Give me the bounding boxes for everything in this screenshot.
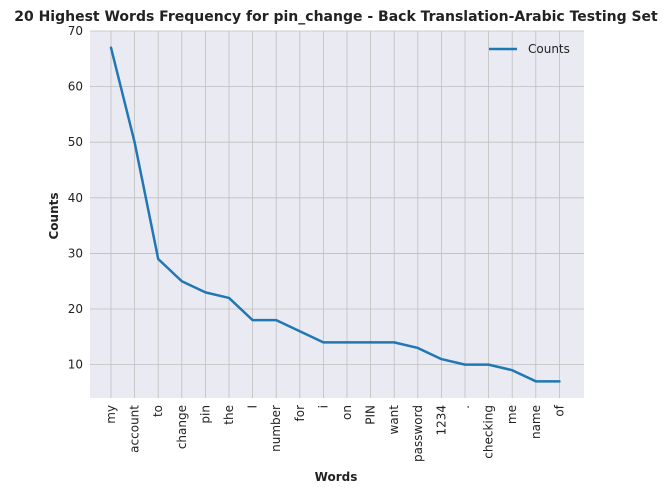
y-axis-label: Counts bbox=[47, 192, 61, 239]
x-axis-label: Words bbox=[315, 470, 358, 484]
x-tick-label: number bbox=[269, 405, 283, 452]
chart-title: 20 Highest Words Frequency for pin_chang… bbox=[14, 9, 658, 25]
x-tick-label: checking bbox=[482, 405, 496, 459]
x-tick-label: 1234 bbox=[434, 405, 448, 436]
y-tick-label: 70 bbox=[68, 24, 83, 38]
x-tick-label: PIN bbox=[364, 405, 378, 425]
x-tick-label: for bbox=[293, 405, 307, 422]
x-tick-label: change bbox=[175, 405, 189, 449]
x-tick-label: password bbox=[411, 405, 425, 462]
y-tick-label: 50 bbox=[68, 135, 83, 149]
series-layer bbox=[109, 46, 561, 383]
x-tick-label: the bbox=[222, 405, 236, 425]
y-tick-label: 60 bbox=[68, 80, 83, 94]
x-tick-label: me bbox=[505, 405, 519, 424]
y-axis-ticks: 10 20 30 40 50 60 70 bbox=[68, 24, 83, 372]
x-tick-label: name bbox=[529, 405, 543, 439]
x-tick-label: account bbox=[128, 405, 142, 453]
x-tick-label: pin bbox=[198, 405, 212, 424]
y-tick-label: 40 bbox=[68, 191, 83, 205]
grid-lines bbox=[90, 30, 584, 398]
y-tick-label: 30 bbox=[68, 246, 83, 260]
plot-background bbox=[90, 31, 584, 398]
y-tick-label: 20 bbox=[68, 302, 83, 316]
x-tick-label: . bbox=[458, 405, 472, 409]
x-tick-label: on bbox=[340, 405, 354, 420]
y-tick-label: 10 bbox=[68, 358, 83, 372]
x-tick-label: my bbox=[104, 405, 118, 424]
x-tick-label: want bbox=[387, 405, 401, 435]
x-tick-label: i bbox=[316, 405, 330, 408]
legend-label-counts: Counts bbox=[528, 42, 570, 56]
x-tick-label: to bbox=[151, 405, 165, 417]
series-line-counts bbox=[109, 46, 561, 383]
x-tick-label: of bbox=[552, 404, 566, 416]
legend: Counts bbox=[489, 42, 570, 56]
x-tick-label: I bbox=[246, 405, 260, 409]
